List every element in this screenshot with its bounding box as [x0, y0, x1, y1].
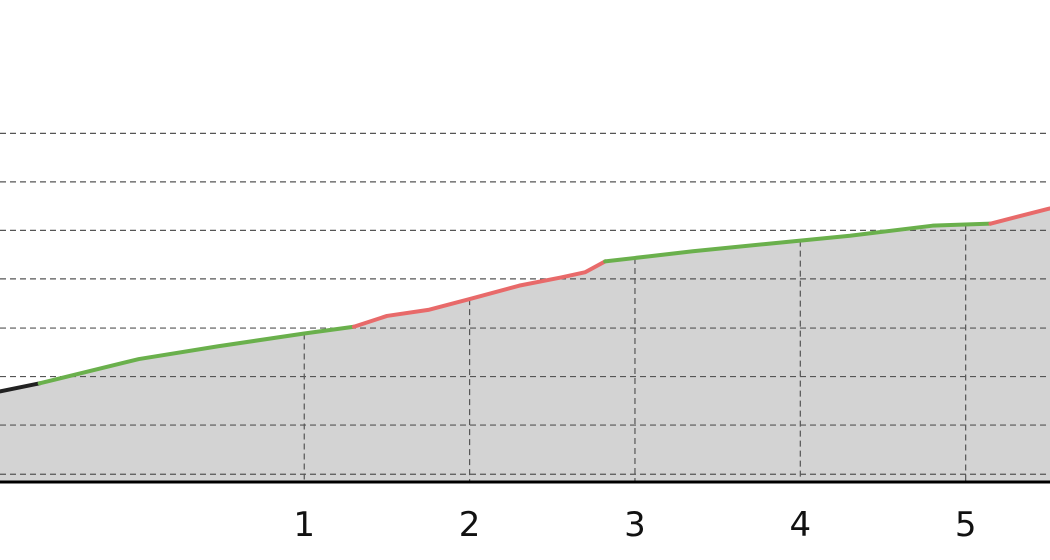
profile-segment [603, 221, 993, 264]
tick-label-layer: 123456 [293, 505, 977, 545]
x-tick-label: 2 [459, 505, 481, 545]
area-fill [0, 173, 1050, 481]
x-tick-label: 4 [789, 505, 811, 545]
grid-layer [0, 132, 1050, 481]
profile-segment [0, 381, 42, 394]
x-tick-label: 5 [955, 505, 977, 545]
x-tick-label: 1 [293, 505, 315, 545]
area-layer [0, 173, 1050, 481]
profile-segment [351, 259, 608, 329]
profile-segment [37, 324, 356, 386]
x-tick-label: 3 [624, 505, 646, 545]
profile-segment [988, 206, 1050, 226]
line-layer [0, 206, 1050, 394]
